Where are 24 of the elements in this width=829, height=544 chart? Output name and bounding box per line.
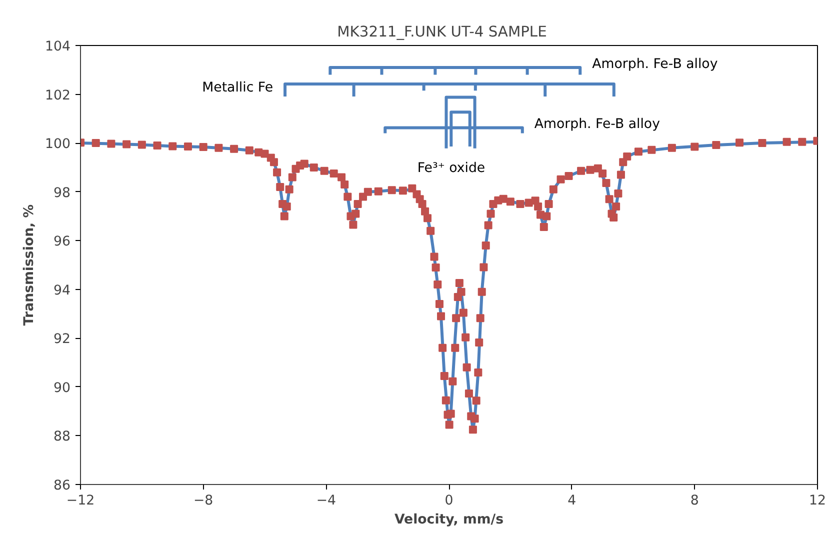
- x-tick-label: 12: [809, 494, 826, 508]
- annotation: Metallic Fe: [202, 80, 274, 96]
- y-tick-label: 92: [54, 332, 71, 348]
- y-tick-label: 96: [54, 234, 71, 250]
- chart-title: MK3211_F.UNK UT-4 SAMPLE: [337, 24, 547, 40]
- x-tick-label: −12: [66, 494, 95, 508]
- x-tick-label: 0: [444, 494, 454, 508]
- x-tick-label: −4: [316, 494, 336, 508]
- y-axis-title: Transmission, %: [22, 204, 38, 326]
- y-tick-label: 90: [54, 380, 71, 396]
- y-tick-label: 100: [45, 137, 71, 152]
- x-tick-label: −8: [194, 494, 214, 508]
- x-axis-title: Velocity, mm/s: [394, 512, 504, 528]
- y-tick-label: 88: [54, 430, 71, 445]
- x-tick-label: 8: [690, 494, 699, 508]
- y-tick-label: 98: [54, 186, 71, 201]
- y-tick-label: 86: [54, 478, 71, 494]
- annotation: Fe³⁺ oxide: [417, 160, 486, 176]
- annotation: Amorph. Fe-B alloy: [534, 117, 660, 132]
- annotation: Amorph. Fe-B alloy: [592, 56, 718, 72]
- y-tick-label: 104: [45, 40, 71, 54]
- x-tick-label: 4: [568, 494, 576, 508]
- y-tick-label: 102: [45, 88, 71, 104]
- y-tick-label: 94: [54, 283, 71, 298]
